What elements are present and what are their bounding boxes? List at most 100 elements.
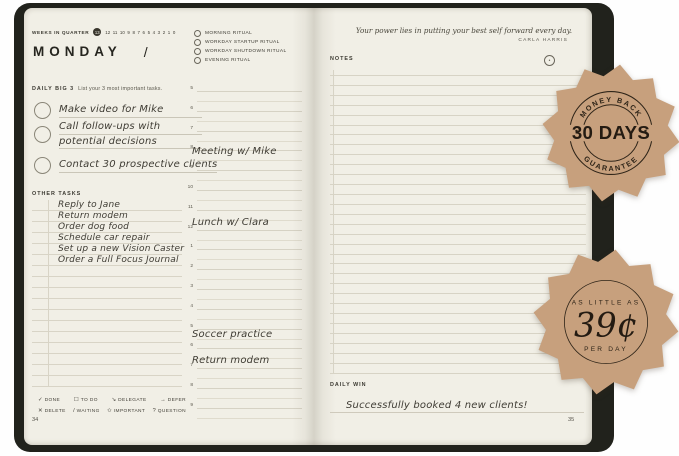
hour-label: 5 [190, 323, 193, 329]
half-hour-line [197, 180, 302, 182]
notes-ruled-line [330, 324, 586, 334]
schedule-slot: 2 [184, 263, 302, 283]
half-hour-line [197, 101, 302, 102]
notes-ruled-line [330, 255, 586, 265]
legend-label: DONE [44, 397, 61, 403]
task-circle [34, 126, 51, 143]
other-task-row [32, 299, 182, 310]
half-hour-line [197, 200, 302, 201]
planner-cover: WEEKS IN QUARTER 13 12 11 10 9 8 7 6 5 4 3 2 1 0 MON… [14, 3, 614, 452]
hour-label: 5 [190, 86, 193, 91]
daily-win-entry: Successfully booked 4 new clients! [346, 400, 528, 411]
legend-row-1: ✓ DONE ☐ TO DO ↘ DELEGATE → DEFER [38, 397, 186, 403]
other-task-row: Set up a new Vision Caster [32, 244, 184, 255]
rituals-checklist: MORNING RITUAL WORKDAY STARTUP RITUAL WORK… [194, 29, 287, 65]
hour-line [197, 110, 302, 112]
notes-ruled-line [330, 304, 586, 315]
notes-ruled-line [330, 116, 586, 126]
notes-ruled-line [330, 205, 586, 215]
daily-win-line: Successfully booked 4 new clients! [330, 395, 584, 413]
ritual-checkbox-circle [194, 48, 201, 55]
half-hour-line [197, 239, 302, 241]
schedule-slot: 8 [184, 382, 302, 402]
other-task-text: Order a Full Focus Journal [58, 255, 179, 265]
week-number: 1 [167, 29, 171, 35]
hour-label: 1 [190, 244, 193, 250]
done-icon: ✓ [38, 397, 43, 403]
schedule-column: 5 6 7 8 9 10 11 12 1 2 3 4 5 6 7 8 9 Meeting w/ Mike Lunch… [184, 85, 302, 426]
half-hour-line [197, 259, 302, 261]
legend-item: ☐ TO DO [74, 397, 98, 403]
hour-label: 10 [187, 185, 193, 190]
notes-ruled-line [330, 86, 586, 96]
guarantee-text: GUARANTEE [582, 154, 638, 173]
week-number: 7 [137, 29, 140, 35]
as-little-as-text: AS LITTLE AS [572, 299, 641, 306]
hour-line [197, 190, 302, 191]
half-hour-line [197, 338, 302, 340]
seal-dot-left [575, 129, 578, 133]
ritual-label: WORKDAY STARTUP RITUAL [205, 40, 280, 45]
quote-text: Your power lies in putting your best sel… [355, 26, 572, 35]
other-task-row [32, 277, 182, 288]
price-amount-text: 39¢ [574, 306, 638, 345]
starburst-seal: AS LITTLE AS 39¢ PER DAY [533, 249, 679, 395]
legend-item: ? QUESTION [153, 408, 186, 414]
week-number: 0 [172, 29, 176, 35]
to-do-icon: ☐ [73, 397, 79, 403]
hour-label: 2 [190, 264, 193, 270]
money-back-badge: MONEY BACK 30 DAYS GUARANTEE [542, 64, 679, 202]
notes-ruled-line [330, 334, 586, 344]
half-hour-line [197, 140, 302, 142]
half-hour-line [197, 219, 302, 221]
hour-line [197, 388, 302, 389]
hour-label: 6 [190, 343, 193, 349]
notes-ruled-line [330, 264, 586, 275]
legend-item: ✩ IMPORTANT [107, 408, 145, 414]
notes-ruled-line [330, 235, 586, 245]
ritual-row: EVENING RITUAL [194, 56, 287, 65]
hour-label: 11 [188, 204, 193, 210]
legend-label: IMPORTANT [113, 408, 146, 414]
page-gutter [292, 8, 336, 445]
other-task-text: Return modem [58, 211, 128, 221]
ritual-checkbox-circle [194, 30, 201, 37]
hour-label: 8 [190, 145, 193, 151]
schedule-slot: 7 [184, 362, 302, 382]
inner-arc-bottom [583, 141, 639, 162]
notes-ruled-line [330, 66, 586, 76]
price-badge: AS LITTLE AS 39¢ PER DAY [533, 249, 679, 395]
big3-task: Contact 30 prospective clients [34, 157, 218, 174]
per-day-text: PER DAY [584, 346, 628, 353]
hour-line [197, 229, 302, 231]
hour-line [197, 368, 302, 370]
task-line-text: potential decisions [59, 135, 202, 149]
notes-ruled-line [330, 155, 586, 166]
week-number: 4 [152, 29, 156, 35]
hour-line [197, 308, 302, 310]
hour-label: 8 [190, 383, 193, 388]
half-hour-line [197, 378, 302, 380]
week-number: 10 [119, 29, 125, 35]
daily-big3-label: DAILY BIG 3 [32, 86, 75, 92]
task-circle [34, 157, 51, 174]
task-line-text: Make video for Mike [59, 103, 202, 118]
task-lines: Contact 30 prospective clients [59, 158, 218, 173]
notes-area [330, 66, 586, 374]
legend-label: DEFER [167, 397, 186, 403]
quote-author: CARLA HARRIS [518, 38, 568, 43]
other-task-row: Return modem [32, 211, 182, 222]
notes-ruled-line [330, 215, 586, 225]
schedule-slot: 8 [184, 144, 302, 164]
delete-icon: ✕ [38, 408, 43, 414]
seal-dot-right [644, 129, 647, 133]
daily-big3-heading: DAILY BIG 3 List your 3 most important t… [32, 86, 162, 92]
schedule-slot: 9 [184, 402, 302, 422]
hour-label: 9 [190, 402, 193, 408]
notes-ruled-line [330, 274, 586, 285]
other-task-text: Order dog food [58, 222, 130, 232]
notes-ruled-line [330, 344, 586, 354]
task-lines: Make video for Mike [59, 103, 202, 118]
other-task-row [32, 332, 182, 343]
